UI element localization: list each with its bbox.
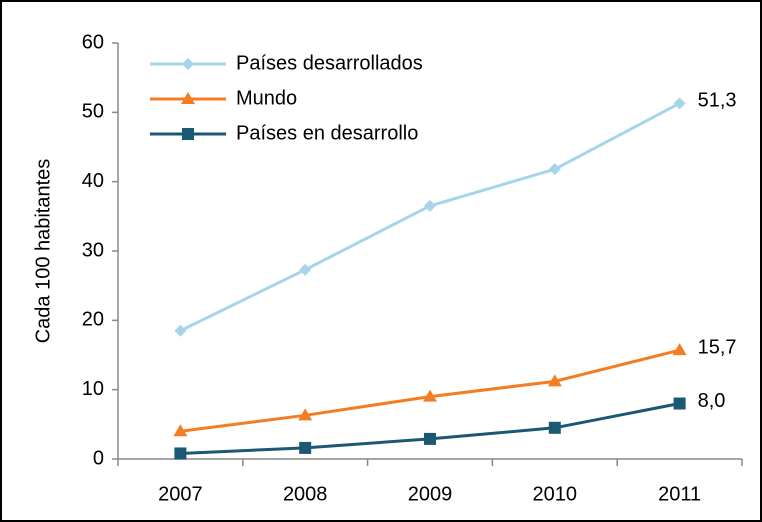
x-tick-label: 2009 [408, 483, 453, 505]
x-tick-label: 2007 [158, 483, 203, 505]
marker [299, 263, 312, 276]
value-label: 51,3 [698, 90, 737, 112]
y-tick-label: 10 [82, 378, 104, 400]
legend-marker [182, 128, 194, 140]
marker [424, 432, 436, 445]
legend-label: Mundo [236, 87, 297, 109]
marker [298, 408, 313, 421]
marker [424, 199, 436, 212]
x-tick-label: 2011 [658, 483, 701, 505]
y-tick-label: 20 [82, 309, 104, 331]
y-tick-label: 50 [82, 101, 104, 123]
marker [672, 343, 687, 356]
y-tick-label: 60 [82, 31, 104, 53]
marker [548, 163, 561, 176]
y-axis-label: Cada 100 habitantes [32, 159, 54, 344]
x-tick-label: 2008 [283, 483, 328, 505]
marker [299, 441, 312, 454]
y-tick-label: 0 [93, 447, 104, 469]
marker [547, 374, 562, 387]
marker [423, 389, 437, 402]
marker [174, 447, 187, 460]
legend-marker [182, 58, 194, 70]
marker [173, 424, 188, 437]
y-tick-label: 40 [82, 170, 104, 192]
y-tick-label: 30 [82, 239, 104, 261]
marker [174, 324, 187, 337]
value-label: 15,7 [698, 336, 737, 358]
x-tick-label: 2010 [533, 483, 578, 505]
value-label: 8,0 [698, 390, 726, 412]
legend-label: Países en desarrollo [236, 122, 418, 144]
marker [673, 397, 686, 410]
legend-label: Países desarrollados [236, 52, 423, 74]
marker [548, 421, 561, 434]
marker [673, 97, 686, 110]
legend-marker [181, 92, 195, 104]
